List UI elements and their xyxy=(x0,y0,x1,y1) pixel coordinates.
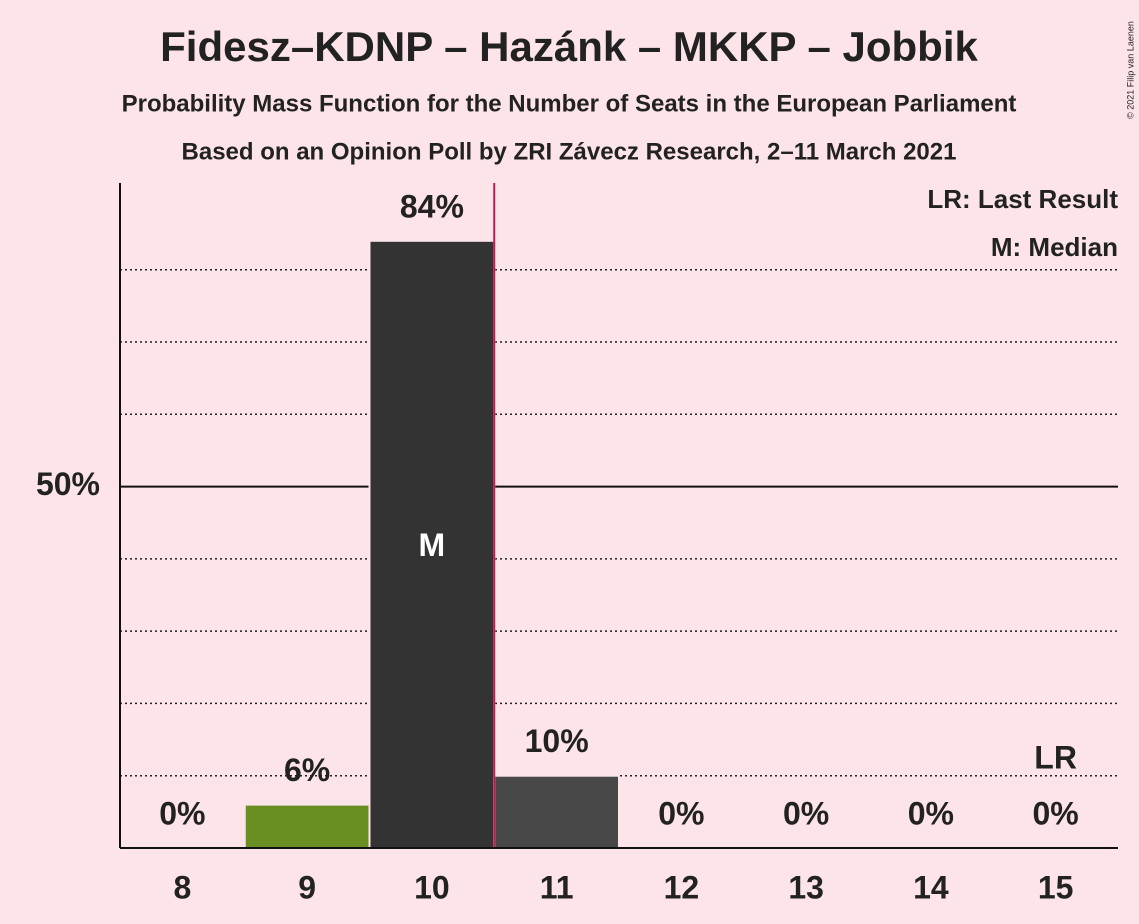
bar xyxy=(243,803,371,849)
value-label: 6% xyxy=(284,752,330,788)
value-label: 84% xyxy=(400,188,464,224)
value-label: 0% xyxy=(783,795,829,831)
copyright: © 2021 Filip van Laenen xyxy=(1125,21,1135,119)
x-tick-label: 8 xyxy=(173,869,191,905)
x-tick-label: 10 xyxy=(414,869,450,905)
bar xyxy=(368,239,496,849)
legend-entry: M: Median xyxy=(991,232,1118,262)
x-tick-label: 14 xyxy=(913,869,949,905)
x-tick-label: 12 xyxy=(664,869,700,905)
last-result-marker: LR xyxy=(1034,739,1077,775)
x-tick-label: 9 xyxy=(298,869,316,905)
value-label: 0% xyxy=(658,795,704,831)
y-tick-label: 50% xyxy=(36,466,100,502)
bar xyxy=(493,774,620,850)
x-tick-label: 11 xyxy=(540,869,574,905)
value-label: 0% xyxy=(1033,795,1079,831)
x-tick-label: 15 xyxy=(1038,869,1074,905)
value-label: 0% xyxy=(159,795,205,831)
x-tick-label: 13 xyxy=(788,869,824,905)
chart-subtitle: Probability Mass Function for the Number… xyxy=(122,90,1017,117)
median-marker: M xyxy=(419,527,446,563)
value-label: 0% xyxy=(908,795,954,831)
chart-subtitle: Based on an Opinion Poll by ZRI Závecz R… xyxy=(182,138,957,165)
value-label: 10% xyxy=(525,723,589,759)
legend-entry: LR: Last Result xyxy=(927,184,1118,214)
chart-title: Fidesz–KDNP – Hazánk – MKKP – Jobbik xyxy=(160,23,978,70)
